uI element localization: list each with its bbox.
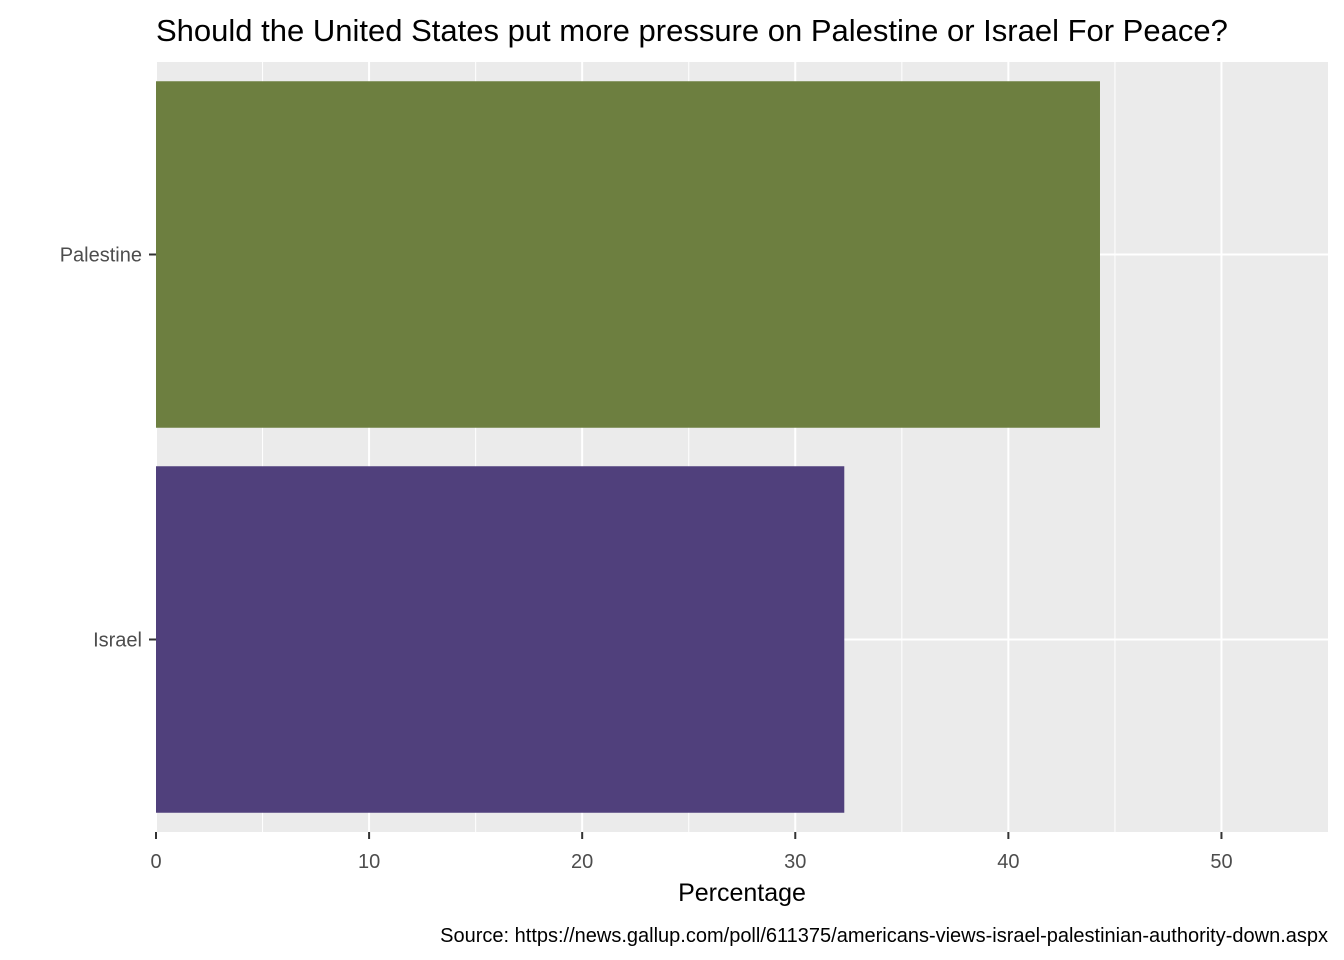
bar-palestine bbox=[156, 81, 1100, 428]
x-tick-label: 20 bbox=[571, 851, 593, 873]
x-axis-title: Percentage bbox=[678, 879, 806, 907]
x-tick-label: 40 bbox=[997, 851, 1019, 873]
y-tick-label: Israel bbox=[93, 630, 142, 652]
bar-israel bbox=[156, 466, 845, 813]
source-caption: Source: https://news.gallup.com/poll/611… bbox=[440, 925, 1328, 947]
y-tick-label: Palestine bbox=[60, 245, 142, 267]
y-axis: Palestine Israel bbox=[60, 245, 156, 652]
x-tick-label: 50 bbox=[1210, 851, 1232, 873]
x-tick-label: 30 bbox=[784, 851, 806, 873]
x-tick-label: 10 bbox=[358, 851, 380, 873]
x-tick-label: 0 bbox=[150, 851, 161, 873]
bars bbox=[156, 81, 1100, 813]
chart-title: Should the United States put more pressu… bbox=[156, 13, 1228, 48]
x-axis: 0 10 20 30 40 50 bbox=[150, 832, 1233, 873]
